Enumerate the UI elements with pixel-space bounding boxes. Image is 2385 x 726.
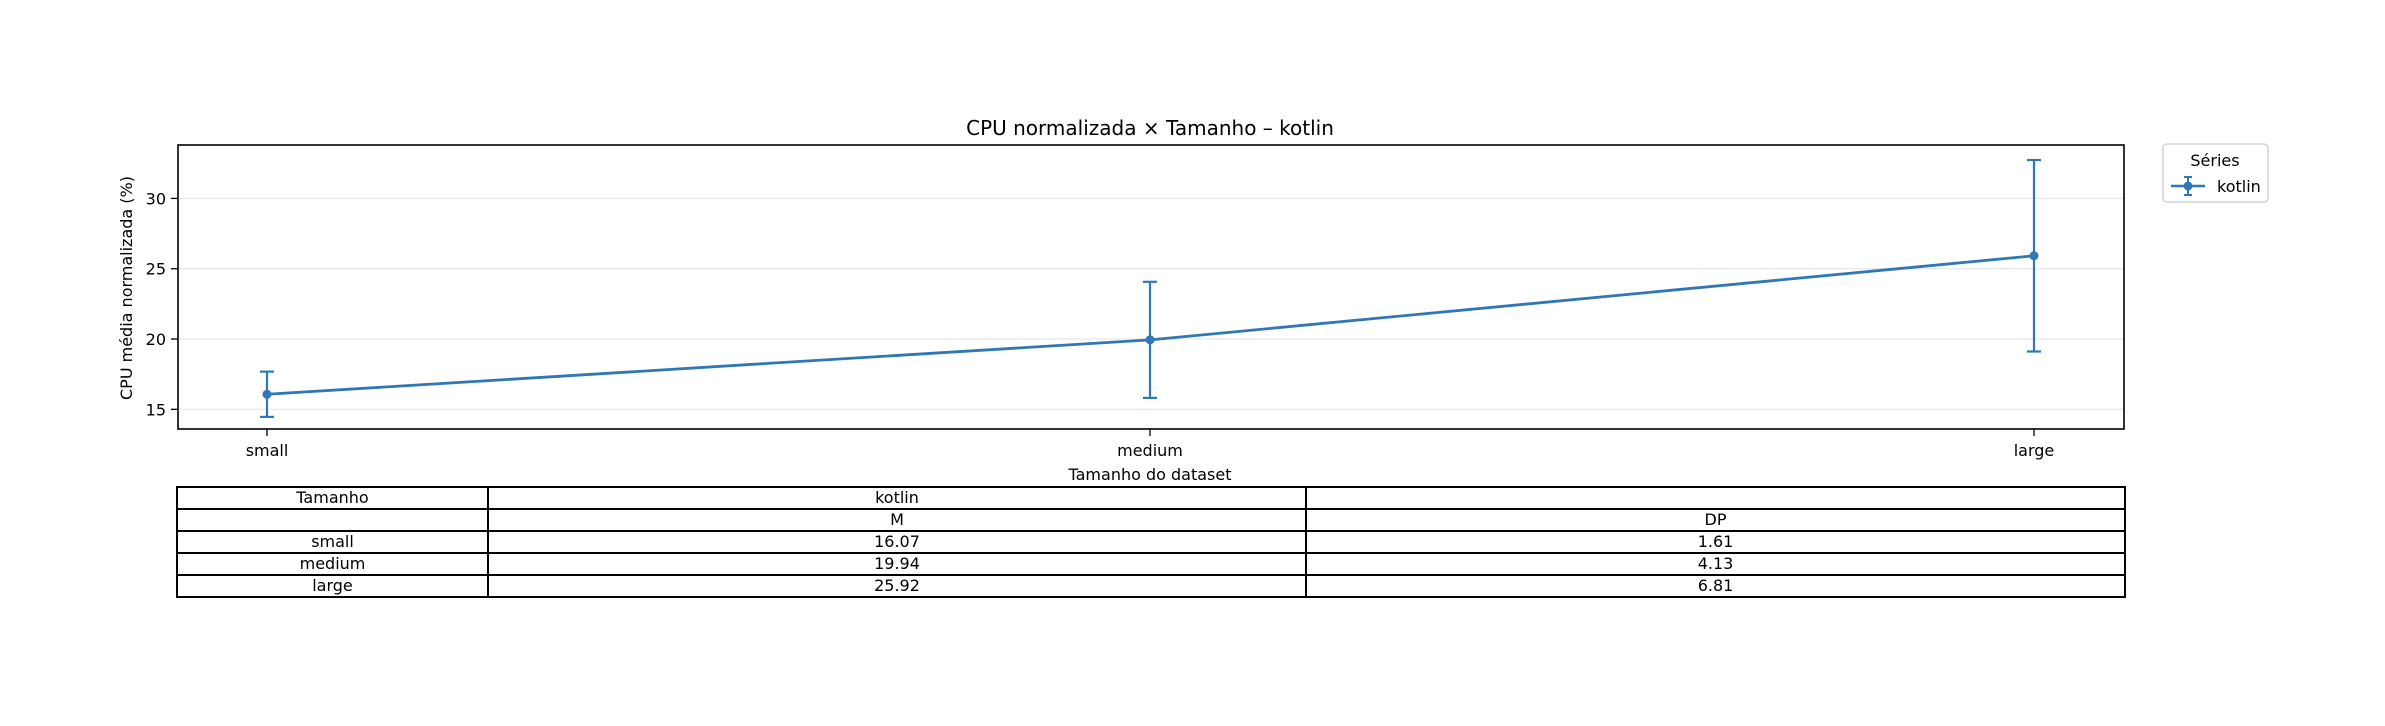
y-tick-label: 15 — [146, 400, 166, 419]
data-table: Tamanho kotlin M DP small 16.07 1.61 med… — [176, 486, 2126, 598]
legend-label-kotlin: kotlin — [2217, 177, 2261, 196]
table-header-row: Tamanho kotlin — [176, 486, 2126, 510]
chart-title: CPU normalizada × Tamanho – kotlin — [966, 116, 1334, 140]
table-header-cell — [176, 508, 489, 532]
table-cell: 4.13 — [1305, 552, 2126, 576]
y-axis: 15 20 25 30 — [146, 189, 178, 419]
y-tick-label: 30 — [146, 189, 166, 208]
table-header-cell: Tamanho — [176, 486, 489, 510]
legend-marker-kotlin — [2171, 176, 2205, 196]
table-row: small 16.07 1.61 — [176, 530, 2126, 554]
plot-frame — [177, 144, 2125, 430]
x-axis-title: Tamanho do dataset — [1068, 465, 1232, 484]
data-point — [262, 389, 272, 399]
table-cell: 1.61 — [1305, 530, 2126, 554]
legend-point — [2183, 181, 2193, 191]
y-axis-title: CPU média normalizada (%) — [117, 176, 136, 400]
x-tick-label: small — [246, 441, 289, 460]
x-tick-label: medium — [1117, 441, 1183, 460]
x-axis: small medium large — [246, 429, 2055, 460]
table-header-cell: DP — [1305, 508, 2126, 532]
legend: Séries kotlin — [2162, 143, 2269, 203]
series-layer — [260, 158, 2041, 419]
table-cell: 16.07 — [487, 530, 1307, 554]
gridlines — [178, 197, 2124, 410]
table-header-cell: kotlin — [487, 486, 1307, 510]
table-cell: large — [176, 574, 489, 598]
table-row: large 25.92 6.81 — [176, 574, 2126, 598]
table-cell: 25.92 — [487, 574, 1307, 598]
table-header-cell: M — [487, 508, 1307, 532]
y-tick-label: 25 — [146, 260, 166, 279]
data-point — [1145, 335, 1155, 345]
table-cell: 6.81 — [1305, 574, 2126, 598]
x-tick-label: large — [2014, 441, 2055, 460]
table-cell: 19.94 — [487, 552, 1307, 576]
data-point — [2029, 251, 2039, 261]
legend-title: Séries — [2190, 151, 2239, 170]
table-subheader-row: M DP — [176, 508, 2126, 532]
table-header-cell — [1305, 486, 2126, 510]
y-tick-label: 20 — [146, 330, 166, 349]
table-cell: small — [176, 530, 489, 554]
table-cell: medium — [176, 552, 489, 576]
table-row: medium 19.94 4.13 — [176, 552, 2126, 576]
